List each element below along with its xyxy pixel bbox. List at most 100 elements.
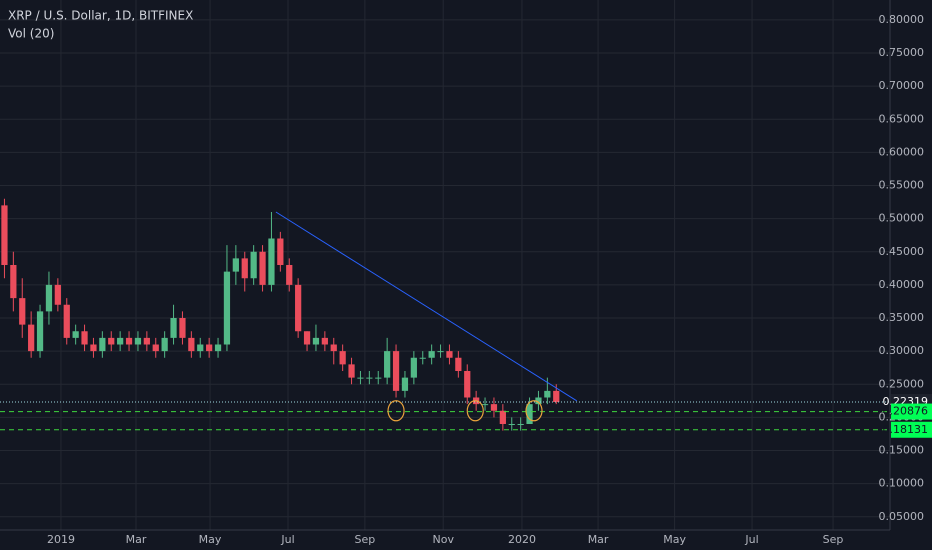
y-tick-label: 0.65000 bbox=[879, 112, 925, 125]
candle-body bbox=[117, 337, 124, 345]
candle-body bbox=[357, 377, 364, 379]
candle-body bbox=[321, 337, 328, 345]
y-tick-label: 0.75000 bbox=[879, 46, 925, 59]
y-tick-label: 0.55000 bbox=[879, 179, 925, 192]
candle-body bbox=[348, 364, 355, 378]
x-tick-label: Mar bbox=[588, 533, 609, 546]
candle-body bbox=[10, 265, 17, 299]
candle-body bbox=[206, 344, 213, 352]
candle-body bbox=[330, 344, 337, 352]
candle-body bbox=[72, 331, 79, 338]
candle-body bbox=[28, 324, 35, 352]
x-tick-label: 2019 bbox=[47, 533, 75, 546]
candle-body bbox=[143, 337, 150, 345]
candle-body bbox=[250, 251, 257, 279]
candle-body bbox=[54, 284, 61, 305]
y-tick-label: 0.30000 bbox=[879, 344, 925, 357]
candle-body bbox=[188, 337, 195, 352]
y-tick-label: 0.35000 bbox=[879, 311, 925, 324]
price-level-label: 0.20876 bbox=[883, 405, 929, 418]
y-tick-label: 0.10000 bbox=[879, 477, 925, 490]
candle-body bbox=[36, 311, 44, 352]
price-level-tag bbox=[891, 421, 932, 438]
candle-body bbox=[161, 337, 168, 352]
candle-body bbox=[1, 205, 8, 265]
candle-body bbox=[45, 284, 53, 312]
candle-body bbox=[90, 344, 97, 352]
candle-body bbox=[517, 424, 524, 425]
annotation-circle bbox=[387, 400, 405, 422]
y-tick-label: 0.45000 bbox=[879, 245, 925, 258]
candle-body bbox=[464, 371, 471, 398]
x-tick-label: Nov bbox=[432, 533, 454, 546]
y-tick-label: 0.25000 bbox=[879, 377, 925, 390]
trendline bbox=[275, 211, 577, 402]
candle-body bbox=[446, 351, 453, 358]
x-tick-label: 2020 bbox=[508, 533, 536, 546]
candle-body bbox=[312, 337, 320, 345]
candle-body bbox=[366, 377, 373, 379]
x-tick-label: Sep bbox=[823, 533, 844, 546]
candle-body bbox=[214, 344, 222, 352]
candle-body bbox=[241, 258, 248, 279]
candle-body bbox=[339, 351, 346, 365]
y-tick-label: 0.15000 bbox=[879, 444, 925, 457]
candle-body bbox=[535, 397, 542, 405]
candle-body bbox=[544, 390, 551, 398]
candle-body bbox=[508, 424, 515, 425]
candle-body bbox=[108, 337, 115, 345]
candle-body bbox=[99, 337, 106, 352]
candle-body bbox=[232, 258, 239, 272]
candle-body bbox=[490, 404, 498, 411]
candle-body bbox=[437, 351, 444, 353]
candle-body bbox=[277, 238, 284, 265]
chart-title: XRP / U.S. Dollar, 1D, BITFINEX bbox=[8, 9, 193, 23]
candle-body bbox=[553, 390, 560, 403]
candle-body bbox=[375, 377, 382, 379]
x-tick-label: Jul bbox=[280, 533, 294, 546]
x-tick-label: Jul bbox=[744, 533, 758, 546]
candle-body bbox=[134, 337, 142, 345]
candle-body bbox=[268, 238, 275, 285]
x-tick-label: Mar bbox=[126, 533, 147, 546]
candle-body bbox=[401, 377, 409, 391]
candle-body bbox=[410, 357, 417, 378]
x-tick-label: May bbox=[199, 533, 222, 546]
candle-body bbox=[384, 351, 391, 378]
volume-label: Vol (20) bbox=[8, 27, 54, 41]
candle-body bbox=[526, 404, 533, 424]
candle-body bbox=[286, 265, 293, 285]
candle-body bbox=[428, 351, 435, 358]
y-tick-label: 0.05000 bbox=[879, 510, 925, 523]
candle-body bbox=[392, 351, 400, 391]
candle-body bbox=[19, 298, 26, 325]
x-tick-label: Sep bbox=[355, 533, 376, 546]
price-level-tag bbox=[891, 403, 932, 420]
candle-body bbox=[499, 410, 506, 424]
x-tick-label: May bbox=[663, 533, 686, 546]
candle-body bbox=[223, 271, 231, 345]
candle-body bbox=[303, 331, 311, 345]
price-level-label: 0.18131 bbox=[883, 423, 929, 436]
candle-body bbox=[295, 284, 302, 332]
candle-body bbox=[152, 344, 159, 352]
y-tick-label: 0.60000 bbox=[879, 145, 925, 158]
candle-body bbox=[170, 318, 177, 338]
candle-body bbox=[63, 304, 70, 338]
candle-body bbox=[481, 404, 489, 406]
y-tick-label: 0.70000 bbox=[879, 79, 925, 92]
annotation-circle bbox=[466, 400, 484, 422]
annotation-circle bbox=[525, 400, 543, 422]
candle-body bbox=[259, 251, 266, 285]
candle-body bbox=[81, 331, 88, 345]
candle-body bbox=[125, 337, 133, 345]
y-tick-label: 0.40000 bbox=[879, 278, 925, 291]
candle-body bbox=[179, 318, 186, 338]
y-tick-label: 0.80000 bbox=[879, 13, 925, 26]
candle-body bbox=[455, 357, 462, 371]
candle-body bbox=[419, 357, 426, 359]
candle-body bbox=[197, 344, 204, 352]
y-tick-label: 0.50000 bbox=[879, 212, 925, 225]
